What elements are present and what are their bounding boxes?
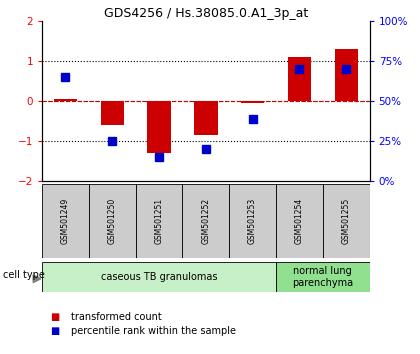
Bar [100,101,124,125]
Text: caseous TB granulomas: caseous TB granulomas [101,272,217,282]
Text: percentile rank within the sample: percentile rank within the sample [71,326,236,336]
Bar [229,184,276,258]
Polygon shape [33,275,41,282]
Text: ■: ■ [50,312,60,322]
Text: GSM501251: GSM501251 [155,198,163,244]
Text: GSM501250: GSM501250 [108,198,117,244]
Text: transformed count: transformed count [71,312,162,322]
Text: cell type: cell type [3,270,45,280]
Text: GSM501254: GSM501254 [295,198,304,244]
Bar [323,184,370,258]
Bar [54,99,77,101]
Bar [42,262,276,292]
Text: normal lung
parenchyma: normal lung parenchyma [292,266,353,288]
Title: GDS4256 / Hs.38085.0.A1_3p_at: GDS4256 / Hs.38085.0.A1_3p_at [104,7,308,20]
Bar [276,184,323,258]
Bar [288,57,311,101]
Bar [276,262,370,292]
Bar [136,184,182,258]
Bar [334,49,358,101]
Text: GSM501252: GSM501252 [201,198,210,244]
Text: GSM501253: GSM501253 [248,198,257,244]
Bar [241,101,264,103]
Bar [182,184,229,258]
Bar [42,184,89,258]
Text: GSM501255: GSM501255 [342,198,351,244]
Bar [194,101,218,135]
Text: ■: ■ [50,326,60,336]
Bar [147,101,171,153]
Text: GSM501249: GSM501249 [61,198,70,244]
Bar [89,184,136,258]
